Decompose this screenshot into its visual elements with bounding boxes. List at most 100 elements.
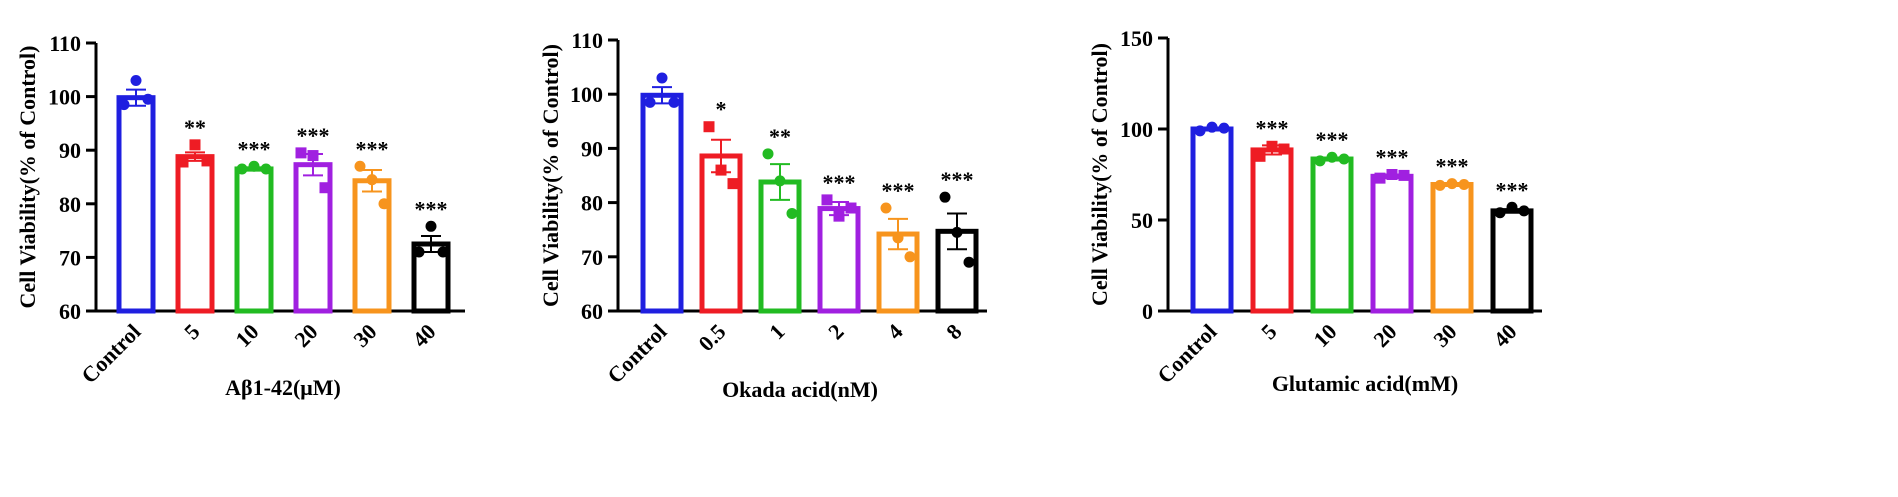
x-tick-label: Control bbox=[76, 319, 145, 388]
data-point bbox=[1398, 169, 1410, 181]
x-axis-title: Okada acid(nM) bbox=[722, 377, 878, 402]
y-tick-label: 100 bbox=[570, 82, 603, 107]
data-point bbox=[1386, 169, 1398, 180]
data-point bbox=[1458, 179, 1470, 191]
data-point bbox=[727, 178, 739, 190]
x-tick-label: 5 bbox=[179, 319, 204, 344]
data-point bbox=[366, 174, 378, 186]
x-tick-label: 4 bbox=[882, 319, 907, 344]
chart-panel-2: 60 70 80 90 100 110 Control * 0.5 ** 1 *** 2 *** 4 *** 8… bbox=[538, 28, 987, 402]
significance-label: ** bbox=[769, 124, 791, 149]
significance-label: *** bbox=[1436, 154, 1469, 179]
significance-label: *** bbox=[1256, 115, 1289, 140]
significance-label: *** bbox=[238, 136, 271, 161]
data-point bbox=[774, 175, 786, 187]
bar bbox=[1430, 182, 1474, 314]
bar bbox=[1370, 173, 1414, 314]
y-tick-label: 90 bbox=[59, 138, 81, 163]
data-point bbox=[904, 251, 916, 263]
data-point bbox=[715, 164, 727, 176]
data-point bbox=[1434, 179, 1446, 191]
x-tick-label: Control bbox=[1152, 319, 1221, 388]
y-tick-label: 70 bbox=[581, 245, 603, 270]
data-point bbox=[656, 72, 668, 84]
data-point bbox=[260, 163, 272, 175]
data-point bbox=[437, 246, 449, 258]
data-point bbox=[1338, 153, 1350, 165]
x-tick-label: 2 bbox=[823, 319, 848, 344]
data-point bbox=[307, 150, 319, 162]
chart-panel-3: 0 50 100 150 Control *** 5 *** 10 *** 20 *** 30 *** 40… bbox=[1087, 26, 1542, 396]
data-point bbox=[644, 96, 656, 108]
data-point bbox=[1374, 172, 1386, 184]
data-point bbox=[892, 232, 904, 244]
data-point bbox=[1278, 143, 1290, 155]
chart-panel-1: 60 70 80 90 100 110 Control ** 5 *** 10 *** 20 *** 30 *… bbox=[15, 31, 465, 400]
x-tick-label: 40 bbox=[407, 319, 440, 352]
data-point bbox=[201, 155, 213, 167]
data-point bbox=[1326, 151, 1338, 163]
data-point bbox=[354, 160, 366, 172]
data-point bbox=[703, 121, 715, 133]
y-tick-label: 80 bbox=[59, 192, 81, 217]
y-tick-label: 70 bbox=[59, 245, 81, 270]
data-point bbox=[668, 96, 680, 108]
significance-label: * bbox=[716, 97, 727, 122]
significance-label: *** bbox=[415, 196, 448, 221]
data-point bbox=[413, 246, 425, 258]
data-point bbox=[939, 191, 951, 203]
data-point bbox=[1218, 122, 1230, 134]
data-point bbox=[845, 202, 857, 214]
data-point bbox=[786, 207, 798, 219]
y-tick-label: 0 bbox=[1142, 299, 1153, 324]
data-point bbox=[1314, 155, 1326, 167]
data-point bbox=[248, 160, 260, 172]
data-point bbox=[189, 139, 201, 151]
significance-label: *** bbox=[356, 136, 389, 161]
data-point bbox=[1254, 150, 1266, 162]
significance-label: *** bbox=[297, 123, 330, 148]
y-tick-label: 110 bbox=[49, 31, 81, 56]
bar bbox=[1310, 156, 1354, 314]
bar bbox=[116, 95, 156, 314]
y-tick-label: 150 bbox=[1120, 26, 1153, 51]
data-point bbox=[319, 182, 331, 194]
y-tick-label: 60 bbox=[581, 299, 603, 324]
x-axis-title: Aβ1-42(μM) bbox=[225, 375, 341, 400]
significance-label: *** bbox=[1376, 145, 1409, 170]
data-point bbox=[425, 220, 437, 232]
bar bbox=[640, 92, 684, 314]
data-point bbox=[951, 226, 963, 238]
significance-label: ** bbox=[184, 115, 206, 140]
x-tick-label: 10 bbox=[1308, 319, 1341, 352]
data-point bbox=[130, 75, 142, 87]
significance-label: *** bbox=[882, 178, 915, 203]
significance-label: *** bbox=[823, 170, 856, 195]
data-point bbox=[1518, 205, 1530, 217]
data-point bbox=[1446, 178, 1458, 190]
y-tick-label: 110 bbox=[571, 28, 603, 53]
bar bbox=[817, 206, 861, 314]
x-tick-label: 8 bbox=[941, 319, 966, 344]
data-point bbox=[963, 256, 975, 268]
x-tick-label: 5 bbox=[1256, 319, 1281, 344]
bar bbox=[175, 154, 215, 314]
x-tick-label: 0.5 bbox=[693, 319, 730, 356]
x-tick-label: Control bbox=[602, 319, 671, 388]
data-point bbox=[1494, 207, 1506, 219]
x-tick-label: 10 bbox=[230, 319, 263, 352]
data-point bbox=[1194, 125, 1206, 137]
data-point bbox=[1206, 121, 1218, 133]
x-tick-label: 20 bbox=[289, 319, 322, 352]
x-tick-label: 30 bbox=[1428, 319, 1461, 352]
x-tick-label: 20 bbox=[1368, 319, 1401, 352]
y-tick-label: 100 bbox=[48, 85, 81, 110]
data-point bbox=[1506, 201, 1518, 213]
data-point bbox=[118, 99, 130, 111]
data-point bbox=[1266, 140, 1278, 152]
bar bbox=[234, 166, 274, 314]
data-point bbox=[378, 198, 390, 210]
data-point bbox=[177, 156, 189, 168]
x-axis-title: Glutamic acid(mM) bbox=[1272, 371, 1458, 396]
